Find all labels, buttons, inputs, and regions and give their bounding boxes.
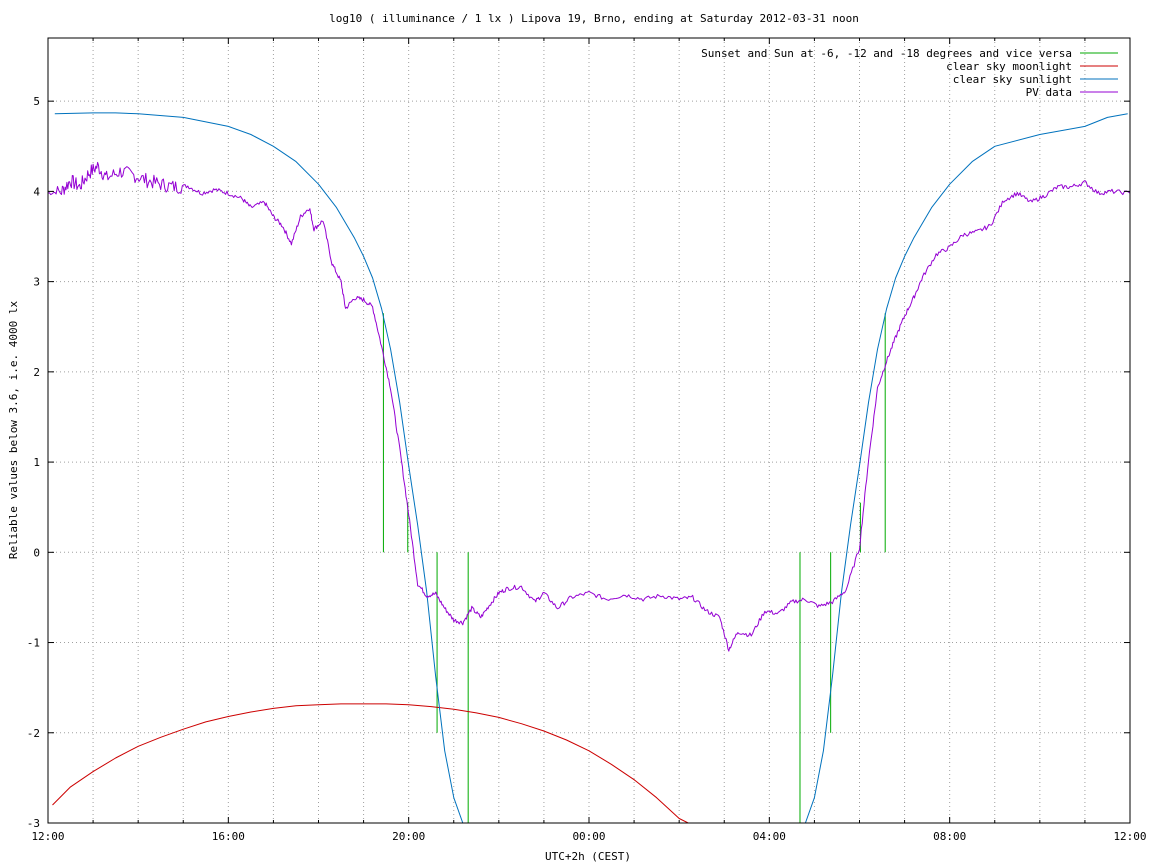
x-tick-label: 20:00 xyxy=(392,830,425,843)
x-tick-label: 04:00 xyxy=(753,830,786,843)
series-2 xyxy=(54,112,1128,823)
grid-lines xyxy=(48,38,1130,823)
x-tick-label: 12:00 xyxy=(1113,830,1146,843)
y-tick-label: -3 xyxy=(27,817,40,830)
series-1 xyxy=(52,703,689,823)
y-axis-label: Reliable values below 3.6, i.e. 4000 lx xyxy=(7,300,20,559)
y-tick-label: 2 xyxy=(33,366,40,379)
legend-label: clear sky moonlight xyxy=(946,60,1072,73)
legend-label: PV data xyxy=(1026,86,1072,99)
legend-label: clear sky sunlight xyxy=(953,73,1072,86)
x-tick-label: 12:00 xyxy=(31,830,64,843)
x-tick-label: 16:00 xyxy=(212,830,245,843)
axis-ticks: -3 -2 -1 0 1 2 3 4 5 12:00 16:00 20:00 00:00 04:00 08:… xyxy=(27,38,1147,843)
legend-label: Sunset and Sun at -6, -12 and -18 degree… xyxy=(701,47,1072,60)
y-tick-label: -2 xyxy=(27,727,40,740)
series-3 xyxy=(48,161,1130,652)
plot-area xyxy=(48,112,1130,823)
y-tick-label: 5 xyxy=(33,95,40,108)
legend: Sunset and Sun at -6, -12 and -18 degree… xyxy=(701,47,1118,99)
y-tick-label: 1 xyxy=(33,456,40,469)
series-line xyxy=(54,112,1128,823)
x-axis-label: UTC+2h (CEST) xyxy=(545,850,631,863)
x-tick-label: 08:00 xyxy=(933,830,966,843)
x-tick-label: 00:00 xyxy=(572,830,605,843)
series-line xyxy=(48,161,1130,652)
y-tick-label: 3 xyxy=(33,276,40,289)
chart-title: log10 ( illuminance / 1 lx ) Lipova 19, … xyxy=(329,12,859,25)
series-line xyxy=(52,703,689,823)
y-tick-label: -1 xyxy=(27,637,40,650)
y-tick-label: 0 xyxy=(33,546,40,559)
y-tick-label: 4 xyxy=(33,185,40,198)
